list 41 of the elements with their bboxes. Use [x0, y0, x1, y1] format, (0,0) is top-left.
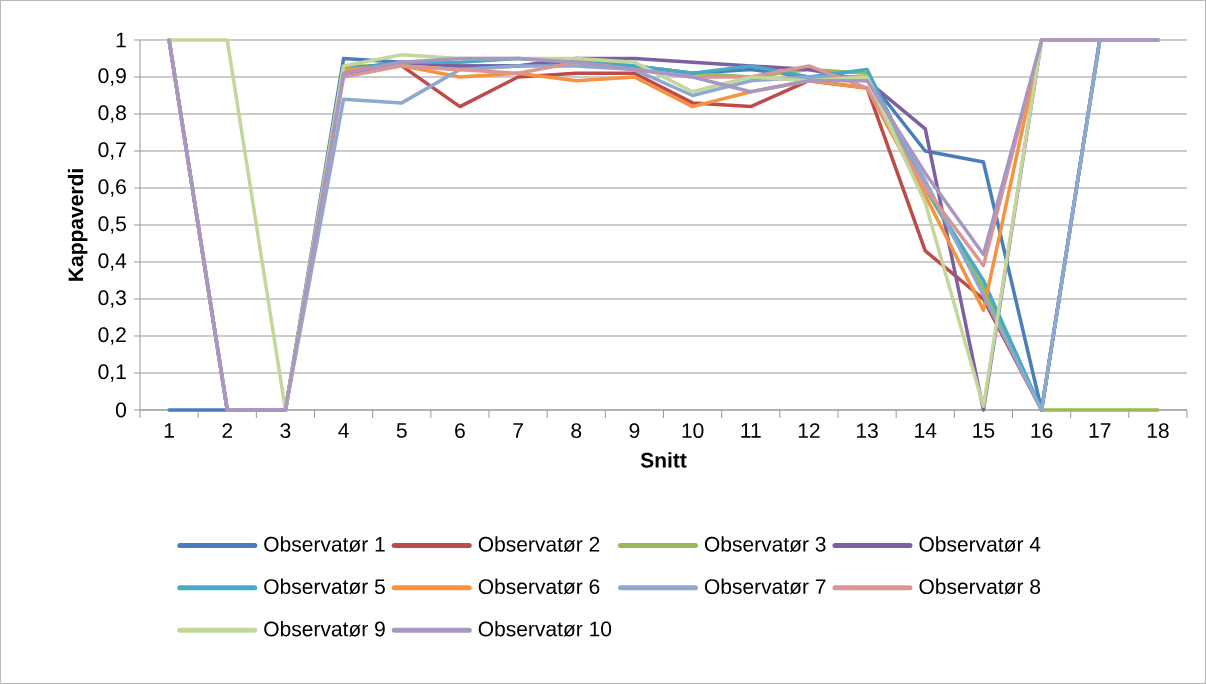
- legend-label: Observatør 8: [919, 578, 1041, 595]
- y-tick-label: 0,5: [98, 216, 126, 234]
- y-axis-title: Kappaverdi: [67, 169, 88, 281]
- x-tick-label: 7: [513, 423, 523, 438]
- x-tick-label: 10: [682, 423, 704, 439]
- legend-label: Observatør 9: [264, 620, 385, 637]
- y-tick-label: 0,7: [98, 142, 126, 160]
- x-tick-label: 17: [1089, 423, 1111, 438]
- y-tick-label: 0,3: [98, 290, 126, 308]
- x-tick-label: 12: [798, 423, 820, 438]
- x-tick-label: 1: [164, 423, 174, 438]
- x-tick-label: 9: [629, 423, 640, 439]
- x-tick-label: 4: [338, 423, 349, 438]
- x-tick-label: 11: [741, 423, 761, 438]
- x-tick-label: 8: [571, 423, 582, 439]
- y-tick-label: 0,6: [98, 179, 126, 197]
- legend-label: Observatør 5: [264, 578, 385, 595]
- legend-label: Observatør 10: [478, 620, 612, 637]
- x-axis-title: Snitt: [640, 452, 687, 468]
- legend-label: Observatør 7: [704, 578, 826, 595]
- legend-label: Observatør 3: [704, 536, 826, 552]
- x-tick-label: 14: [915, 423, 937, 438]
- x-tick-label: 5: [396, 423, 407, 438]
- y-tick-label: 0: [115, 402, 126, 418]
- legend-label: Observatør 4: [919, 536, 1041, 552]
- y-tick-label: 0,8: [98, 105, 126, 123]
- y-tick-label: 0,4: [98, 253, 127, 271]
- x-tick-label: 6: [455, 423, 465, 439]
- legend-label: Observatør 6: [478, 578, 600, 595]
- x-tick-label: 16: [1031, 423, 1053, 439]
- y-tick-label: 0,1: [98, 364, 126, 382]
- y-tick-label: 1: [116, 32, 126, 48]
- y-tick-label: 0,9: [98, 68, 126, 86]
- x-tick-label: 18: [1147, 423, 1169, 439]
- x-tick-label: 2: [222, 423, 233, 438]
- x-tick-label: 13: [857, 423, 878, 439]
- x-tick-label: 3: [280, 423, 291, 439]
- x-tick-label: 15: [973, 423, 995, 438]
- legend-label: Observatør 1: [264, 536, 385, 552]
- y-tick-label: 0,2: [98, 327, 126, 345]
- legend-label: Observatør 2: [478, 536, 600, 552]
